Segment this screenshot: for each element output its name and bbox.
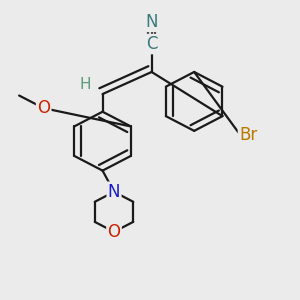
Text: H: H [80, 77, 91, 92]
Text: C: C [146, 35, 158, 53]
Text: N: N [146, 13, 158, 31]
Text: O: O [107, 223, 121, 241]
Text: Br: Br [239, 126, 257, 144]
Text: N: N [108, 183, 120, 201]
Text: O: O [37, 99, 50, 117]
